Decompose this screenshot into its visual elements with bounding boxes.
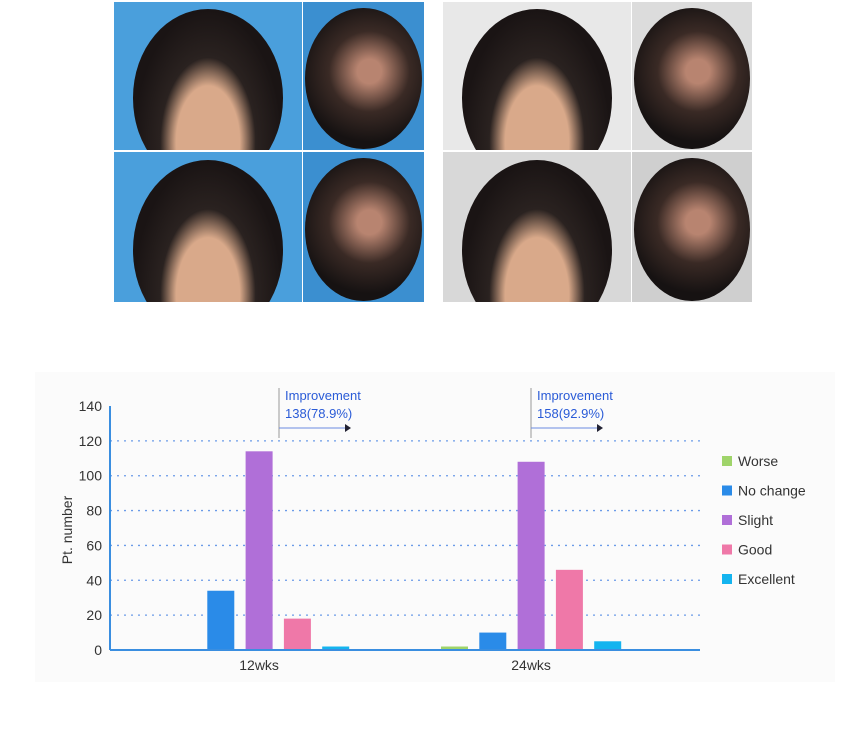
scalp-photo [443, 152, 631, 302]
y-tick-label: 140 [79, 398, 103, 414]
head-shape [634, 158, 750, 301]
scalp-photo [303, 2, 424, 150]
scalp-photo [443, 2, 631, 150]
bar-good-24wks [555, 569, 583, 650]
legend-swatch [722, 456, 732, 466]
legend-swatch [722, 574, 732, 584]
scalp-photo [632, 2, 752, 150]
head-shape [132, 159, 284, 302]
bar-no-change-12wks [207, 590, 235, 650]
head-shape [461, 159, 613, 302]
bar-no-change-24wks [479, 632, 507, 650]
head-shape [305, 7, 422, 149]
legend-swatch [722, 485, 732, 496]
head-shape [634, 7, 750, 149]
scalp-photo [114, 152, 302, 302]
y-tick-label: 120 [79, 433, 103, 449]
y-tick-label: 60 [86, 537, 102, 553]
improvement-value: 158(92.9%) [537, 406, 604, 421]
legend-label: No change [738, 483, 806, 499]
legend-label: Worse [738, 453, 778, 469]
bar-excellent-24wks [594, 641, 622, 650]
bar-good-12wks [283, 618, 311, 650]
legend-label: Slight [738, 512, 773, 528]
bar-excellent-12wks [322, 646, 350, 650]
bar-slight-12wks [245, 451, 273, 650]
arrow-head-icon [345, 424, 351, 432]
bar-slight-24wks [517, 461, 545, 650]
scalp-photo [303, 152, 424, 302]
x-tick-label: 24wks [511, 657, 551, 673]
y-tick-label: 40 [86, 572, 102, 588]
head-shape [461, 9, 613, 150]
y-tick-label: 20 [86, 607, 102, 623]
y-tick-label: 100 [79, 468, 103, 484]
improvement-title: Improvement [285, 388, 361, 403]
improvement-value: 138(78.9%) [285, 406, 352, 421]
improvement-title: Improvement [537, 388, 613, 403]
x-tick-label: 12wks [239, 657, 279, 673]
legend-label: Good [738, 542, 772, 558]
y-tick-label: 80 [86, 503, 102, 519]
head-shape [305, 158, 422, 301]
y-tick-label: 0 [94, 642, 102, 658]
bar-worse-24wks [441, 646, 468, 650]
legend-swatch [722, 515, 732, 525]
y-axis-label: Pt. number [59, 495, 75, 564]
chart-background [35, 372, 835, 682]
legend-swatch [722, 544, 732, 555]
head-shape [132, 9, 284, 150]
legend-label: Excellent [738, 571, 795, 587]
scalp-photo [114, 2, 302, 150]
scalp-photo [632, 152, 752, 302]
arrow-head-icon [597, 424, 603, 432]
